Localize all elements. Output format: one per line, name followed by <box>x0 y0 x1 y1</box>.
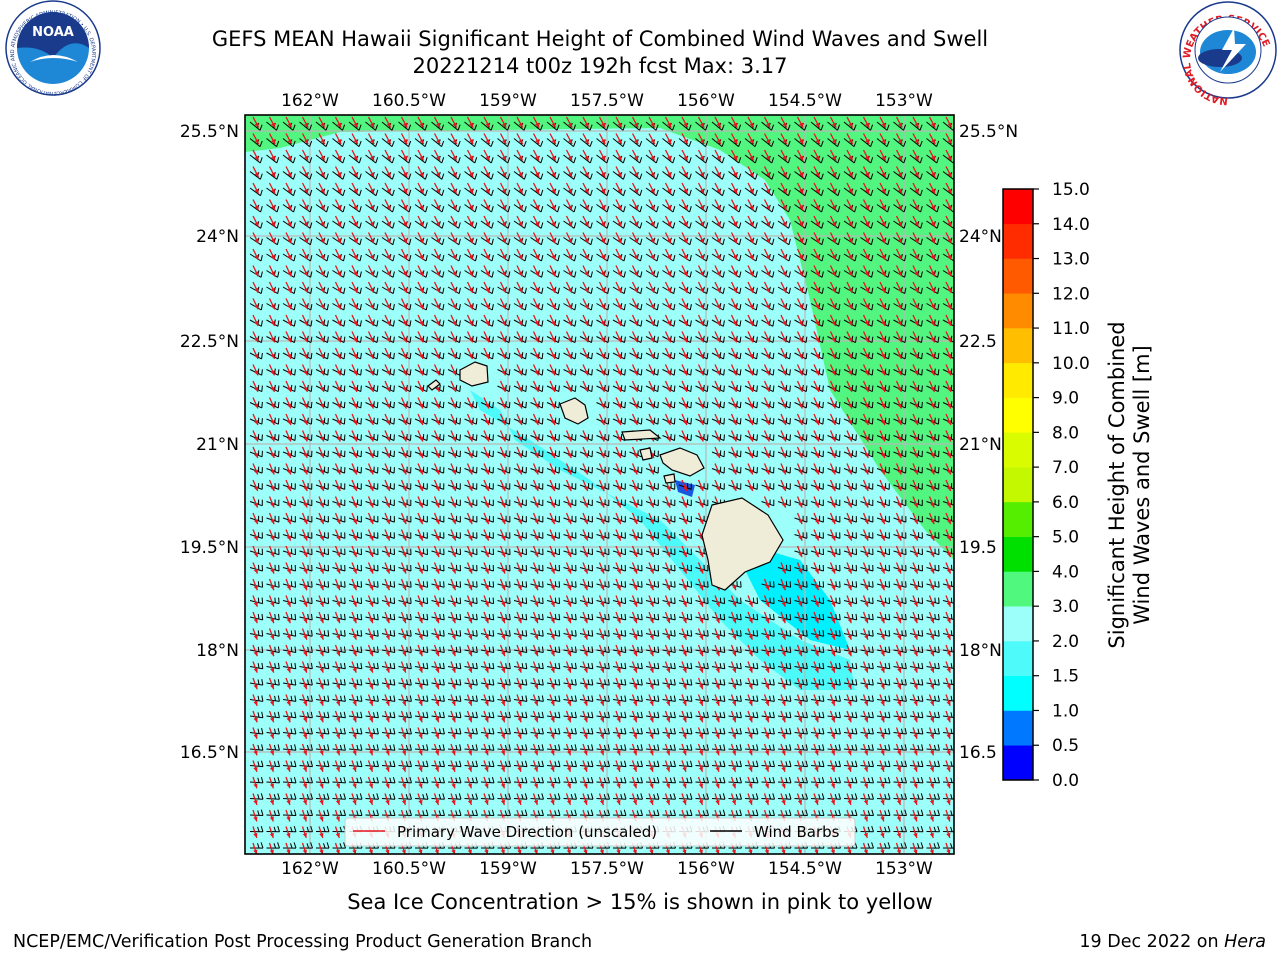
colorbar-cell <box>1003 467 1033 503</box>
lat-label-left: 21°N <box>196 435 239 455</box>
colorbar-tick-label: 12.0 <box>1052 284 1090 304</box>
colorbar-tick-label: 0.0 <box>1052 771 1079 791</box>
colorbar-cell <box>1003 745 1033 781</box>
footer-host: Hera <box>1224 932 1266 952</box>
map-legend: Primary Wave Direction (unscaled) Wind B… <box>344 817 856 847</box>
lat-label-right: 24°N <box>959 227 1002 247</box>
colorbar-tick-label: 0.5 <box>1052 736 1079 756</box>
lat-label-left: 19.5°N <box>180 538 239 558</box>
lon-label-top: 159°W <box>479 91 537 111</box>
lon-label-top: 153°W <box>875 91 933 111</box>
colorbar-cell <box>1003 710 1033 746</box>
lat-labels-left: 25.5°N 24°N 22.5°N 21°N 19.5°N 18°N 16.5… <box>180 122 239 763</box>
colorbar-cell <box>1003 640 1033 676</box>
colorbar-tick-label: 15.0 <box>1052 180 1090 200</box>
colorbar-tick-label: 8.0 <box>1052 423 1079 443</box>
lon-label-top: 156°W <box>677 91 735 111</box>
nws-logo: NATIONAL WEATHER SERVICE <box>1179 1 1277 106</box>
colorbar-cell <box>1003 397 1033 433</box>
lat-label-right: 16.5 <box>959 743 997 763</box>
lon-label-bottom: 154.5°W <box>768 859 842 879</box>
lon-label-bottom: 160.5°W <box>372 859 446 879</box>
lat-label-left: 18°N <box>196 641 239 661</box>
colorbar-cell <box>1003 501 1033 537</box>
footer-caption: Sea Ice Concentration > 15% is shown in … <box>347 890 933 914</box>
colorbar-cell <box>1003 362 1033 398</box>
footer-date-text: 19 Dec 2022 on <box>1079 932 1225 952</box>
title-line-2: 20221214 t00z 192h fcst Max: 3.17 <box>412 54 788 78</box>
colorbar-cell <box>1003 328 1033 364</box>
lon-labels-top: 162°W 160.5°W 159°W 157.5°W 156°W 154.5°… <box>281 91 933 111</box>
colorbar-title-line-2: Wind Waves and Swell [m] <box>1130 345 1154 625</box>
lat-label-right: 22.5 <box>959 332 997 352</box>
lon-label-top: 157.5°W <box>570 91 644 111</box>
lat-label-right: 18°N <box>959 641 1002 661</box>
footer-date: 19 Dec 2022 on Hera <box>1079 932 1266 952</box>
lon-label-top: 154.5°W <box>768 91 842 111</box>
colorbar-title-line-1: Significant Height of Combined <box>1105 321 1129 648</box>
colorbar-cell <box>1003 432 1033 468</box>
colorbar-tick-label: 7.0 <box>1052 458 1079 478</box>
colorbar-cell <box>1003 223 1033 259</box>
colorbar-tick-label: 1.5 <box>1052 667 1079 687</box>
legend-wave-direction: Primary Wave Direction (unscaled) <box>397 823 657 841</box>
lat-label-left: 16.5°N <box>180 743 239 763</box>
legend-wind-barbs: Wind Barbs <box>754 823 840 841</box>
colorbar-tick-label: 10.0 <box>1052 354 1090 374</box>
lon-label-top: 160.5°W <box>372 91 446 111</box>
lat-label-right: 21°N <box>959 435 1002 455</box>
lon-label-top: 162°W <box>281 91 339 111</box>
colorbar-tick-label: 13.0 <box>1052 250 1090 270</box>
title-line-1: GEFS MEAN Hawaii Significant Height of C… <box>211 27 989 51</box>
colorbar-tick-label: 9.0 <box>1052 389 1079 409</box>
colorbar-cell <box>1003 293 1033 329</box>
lat-label-left: 24°N <box>196 227 239 247</box>
colorbar-tick-label: 2.0 <box>1052 632 1079 652</box>
lon-label-bottom: 156°W <box>677 859 735 879</box>
island-kahoolawe <box>663 473 676 484</box>
footer-branch: NCEP/EMC/Verification Post Processing Pr… <box>13 932 593 952</box>
colorbar: 0.0 0.5 1.0 1.5 2.0 3.0 4.0 5.0 6.0 7.0 8.0 9.0 10.0… <box>1002 180 1154 791</box>
colorbar-tick-label: 1.0 <box>1052 701 1079 721</box>
lon-label-bottom: 162°W <box>281 859 339 879</box>
colorbar-cell <box>1003 571 1033 607</box>
graticule <box>245 115 954 854</box>
colorbar-tick-label: 11.0 <box>1052 319 1090 339</box>
noaa-logo: NATIONAL OCEANIC AND ATMOSPHERIC ADMINIS… <box>5 0 101 96</box>
lon-label-bottom: 153°W <box>875 859 933 879</box>
colorbar-tick-label: 6.0 <box>1052 493 1079 513</box>
colorbar-tick-label: 4.0 <box>1052 562 1079 582</box>
colorbar-cell <box>1003 606 1033 642</box>
noaa-logo-text: NOAA <box>32 25 74 40</box>
colorbar-tick-label: 5.0 <box>1052 528 1079 548</box>
lat-label-right: 25.5°N <box>959 122 1018 142</box>
colorbar-cell <box>1003 536 1033 572</box>
lat-label-left: 25.5°N <box>180 122 239 142</box>
colorbar-cell <box>1003 189 1033 225</box>
colorbar-tick-label: 3.0 <box>1052 597 1079 617</box>
lat-label-right: 19.5 <box>959 538 997 558</box>
lon-labels-bottom: 162°W 160.5°W 159°W 157.5°W 156°W 154.5°… <box>281 859 933 879</box>
colorbar-tick-label: 14.0 <box>1052 215 1090 235</box>
colorbar-cell <box>1003 258 1033 294</box>
colorbar-cell <box>1003 675 1033 711</box>
swell-region-mid <box>470 390 855 690</box>
lon-label-bottom: 157.5°W <box>570 859 644 879</box>
lat-label-left: 22.5°N <box>180 332 239 352</box>
lon-label-bottom: 159°W <box>479 859 537 879</box>
